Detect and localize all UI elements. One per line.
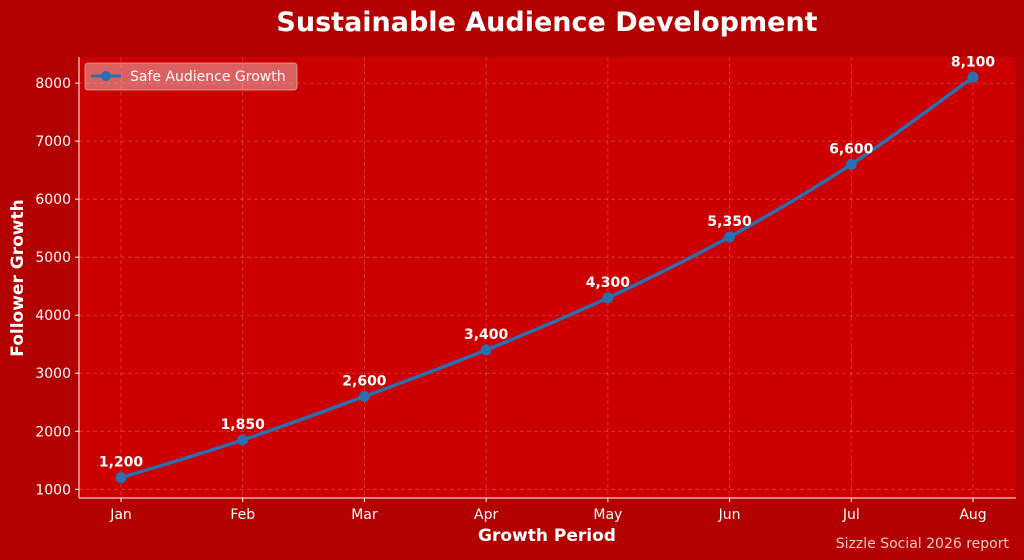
data-point-marker	[358, 390, 370, 402]
grid-lines	[79, 57, 1016, 498]
y-tick-label: 6000	[35, 192, 71, 208]
data-point-marker	[724, 231, 736, 243]
data-labels: 1,200 1,850 2,600 3,400 4,300 5,350 6,600 8,100	[99, 54, 996, 470]
legend: Safe Audience Growth	[84, 62, 298, 91]
x-tick-label: Jun	[718, 507, 741, 523]
y-tick-label: 1000	[35, 482, 71, 498]
x-tick-label: Jul	[842, 507, 860, 523]
data-point-marker	[967, 71, 979, 83]
data-point-marker	[115, 472, 127, 484]
legend-entry-label: Safe Audience Growth	[130, 69, 286, 85]
series-line	[119, 75, 975, 480]
data-point-label: 2,600	[342, 373, 387, 389]
legend-box	[84, 62, 298, 91]
y-tick-label: 3000	[35, 366, 71, 382]
series-layer	[115, 71, 979, 484]
report-credit: Sizzle Social 2026 report	[836, 536, 1010, 552]
x-tick-label: Mar	[351, 507, 378, 523]
x-tick-label: May	[593, 507, 622, 523]
y-tick-label: 5000	[35, 250, 71, 266]
y-tick-label: 7000	[35, 134, 71, 150]
data-point-label: 6,600	[829, 141, 874, 157]
plot-area	[79, 57, 1016, 498]
legend-marker-swatch	[101, 71, 111, 81]
data-point-marker	[845, 158, 857, 170]
x-axis-label: Growth Period	[478, 526, 616, 546]
data-point-label: 8,100	[951, 54, 996, 70]
y-axis-label: Follower Growth	[8, 199, 28, 356]
data-point-label: 1,200	[99, 455, 144, 471]
y-tick-label: 8000	[35, 76, 71, 92]
axes	[78, 57, 1016, 499]
x-tick-labels: Jan Feb Mar Apr May Jun Jul Aug	[109, 498, 987, 523]
data-point-marker	[237, 434, 249, 446]
chart-title: Sustainable Audience Development	[276, 7, 817, 38]
data-point-label: 3,400	[464, 327, 509, 343]
data-point-marker	[480, 344, 492, 356]
data-point-label: 5,350	[707, 214, 752, 230]
data-point-label: 4,300	[586, 275, 631, 291]
x-tick-label: Feb	[230, 507, 255, 523]
x-tick-label: Apr	[474, 507, 498, 523]
data-point-label: 1,850	[221, 417, 266, 433]
y-tick-label: 2000	[35, 424, 71, 440]
data-point-marker	[602, 292, 614, 304]
x-tick-label: Jan	[109, 507, 132, 523]
y-tick-labels: 1000 2000 3000 4000 5000 6000 7000 8000	[35, 76, 79, 498]
y-tick-label: 4000	[35, 308, 71, 324]
x-tick-label: Aug	[959, 507, 986, 523]
